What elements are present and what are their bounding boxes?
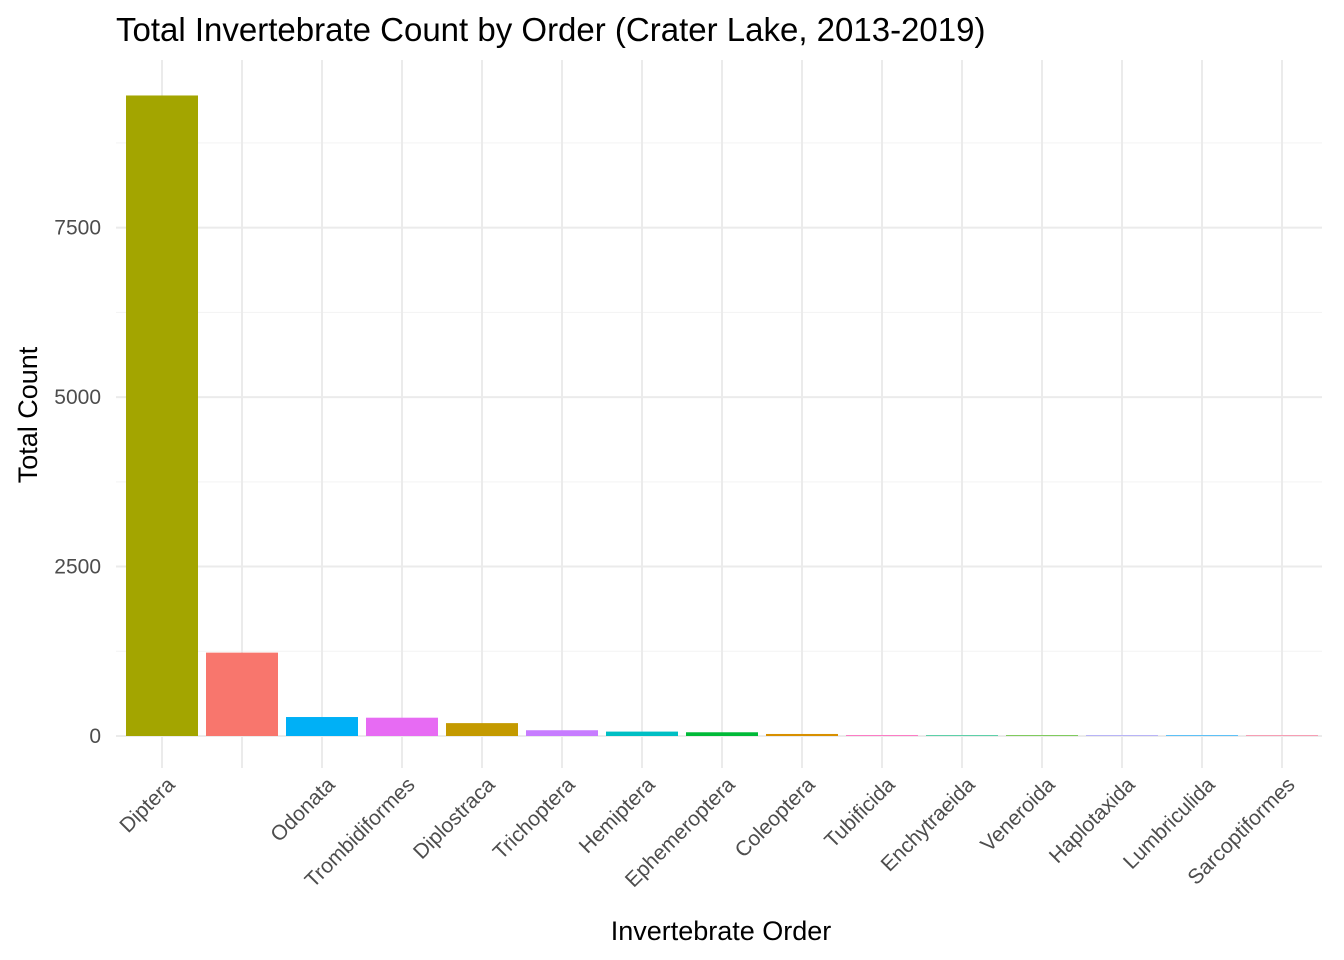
bar	[366, 717, 438, 736]
y-axis-title: Total Count	[13, 346, 43, 483]
x-axis-ticks: Diptera OdonataTrombidiformesDiplostracaT…	[115, 773, 1299, 892]
y-axis-ticks: 0 2500 5000 7500	[54, 217, 101, 748]
y-tick-label: 5000	[54, 386, 101, 409]
bar	[926, 735, 998, 736]
x-tick-label: Coleoptera	[731, 773, 820, 862]
x-tick-label: Odonata	[266, 773, 339, 846]
bar	[206, 652, 278, 736]
bars	[126, 95, 1318, 736]
chart-title: Total Invertebrate Count by Order (Crate…	[116, 11, 985, 48]
bar	[1166, 735, 1238, 736]
bar	[126, 95, 198, 736]
bar	[526, 730, 598, 736]
y-tick-label: 2500	[54, 556, 101, 579]
x-tick-label: Veneroida	[976, 773, 1059, 856]
x-tick-label: Trichoptera	[489, 773, 580, 864]
bar	[766, 733, 838, 736]
bar	[686, 732, 758, 736]
x-tick-label: Diplostraca	[409, 773, 500, 864]
bar	[1246, 735, 1318, 736]
bar	[846, 735, 918, 736]
y-tick-label: 0	[89, 725, 101, 748]
bar	[446, 723, 518, 736]
bar	[606, 731, 678, 736]
bar	[286, 717, 358, 736]
gridlines	[116, 60, 1322, 768]
x-tick-label: Diptera	[115, 773, 179, 837]
y-tick-label: 7500	[54, 217, 101, 240]
bar	[1086, 735, 1158, 736]
bar	[1006, 735, 1078, 736]
x-tick-label: Hemiptera	[575, 773, 660, 858]
x-tick-label: Tubificida	[820, 773, 899, 852]
x-axis-title: Invertebrate Order	[611, 916, 832, 946]
